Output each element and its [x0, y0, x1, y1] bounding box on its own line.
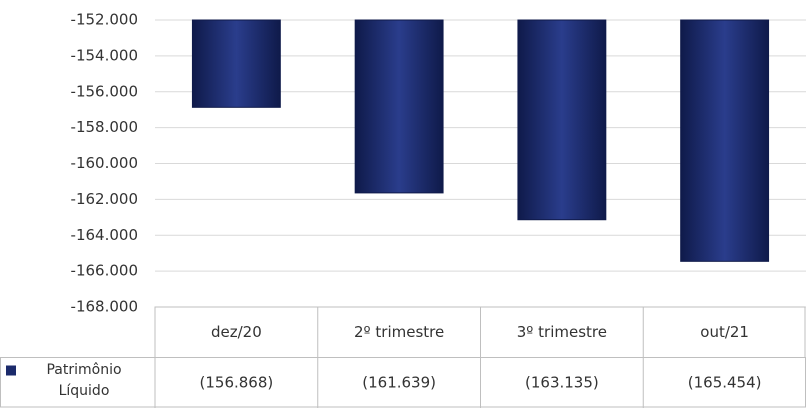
value-label: (156.868) [200, 373, 274, 391]
value-label: (161.639) [362, 373, 436, 391]
x-tick-label: out/21 [700, 323, 749, 341]
bar [191, 19, 281, 108]
y-tick-label: -154.000 [71, 46, 138, 64]
bar [517, 19, 607, 221]
legend-swatch [6, 365, 16, 376]
y-tick-label: -168.000 [71, 298, 138, 316]
y-tick-label: -164.000 [71, 226, 138, 244]
x-tick-label: 2º trimestre [354, 323, 444, 341]
bar [354, 19, 444, 194]
value-label: (163.135) [525, 373, 599, 391]
x-tick-label: dez/20 [211, 323, 262, 341]
y-tick-label: -160.000 [71, 154, 138, 172]
y-tick-label: -156.000 [71, 82, 138, 100]
x-tick-label: 3º trimestre [517, 323, 607, 341]
y-tick-label: -158.000 [71, 118, 138, 136]
legend-label: Patrimônio Líquido [46, 361, 122, 399]
y-tick-label: -152.000 [71, 11, 138, 29]
y-tick-label: -166.000 [71, 262, 138, 280]
value-label: (165.454) [688, 373, 762, 391]
y-tick-label: -162.000 [71, 190, 138, 208]
legend-box: Patrimônio Líquido [46, 361, 122, 399]
bar [680, 19, 770, 262]
